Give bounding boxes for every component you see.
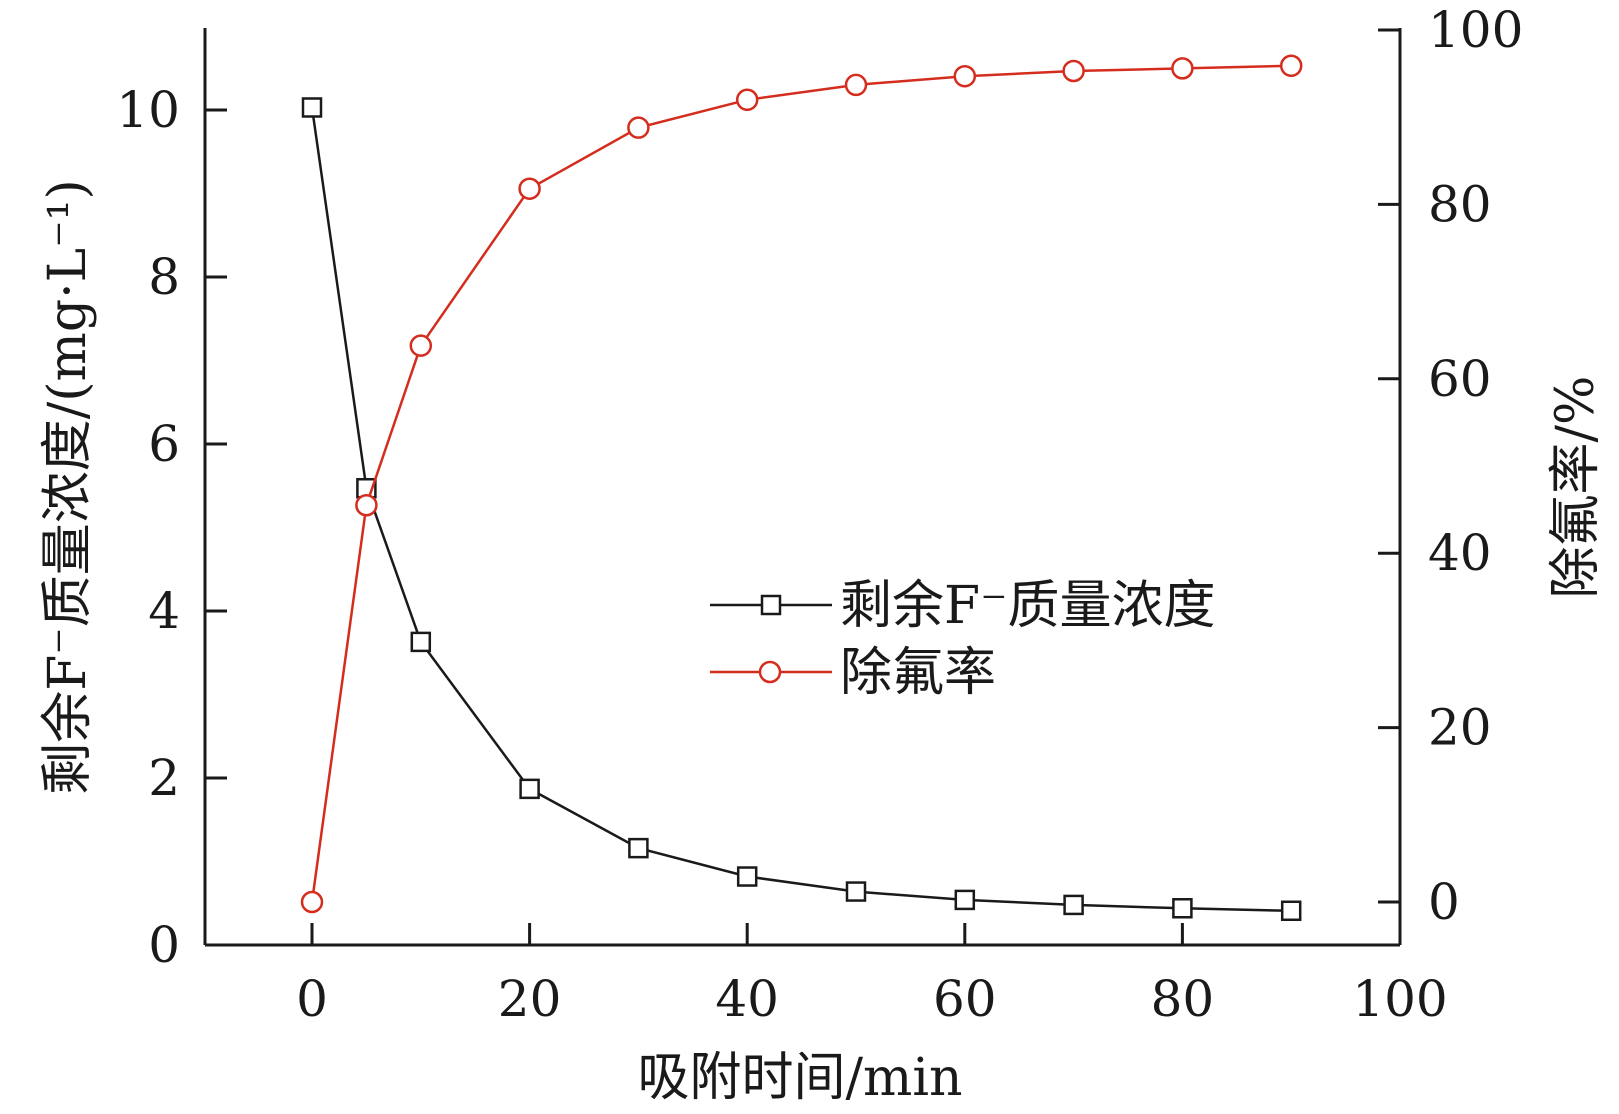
left-y-tick-label: 6: [148, 415, 180, 473]
data-point-circle: [953, 64, 977, 88]
plot-frame: [203, 28, 1402, 947]
data-point-circle: [518, 177, 541, 200]
data-point-circle: [409, 334, 433, 357]
legend-item-removal-rate: 除氟率: [710, 643, 996, 703]
data-point-square: [301, 97, 323, 118]
data-point-square: [628, 837, 649, 859]
x-tick-label: 100: [1352, 970, 1447, 1028]
data-point-square: [1280, 900, 1302, 922]
series-layer: [300, 54, 1303, 922]
data-point-square: [1172, 898, 1193, 919]
data-point-circle: [355, 493, 378, 517]
data-point-square: [845, 881, 867, 902]
right-y-tick-label: 80: [1428, 175, 1492, 233]
legend-circle-marker: [758, 660, 782, 684]
data-point-circle: [1171, 57, 1194, 80]
data-point-circle: [844, 73, 868, 97]
x-tick-label: 80: [1151, 970, 1215, 1028]
right-y-tick-label: 60: [1428, 350, 1492, 408]
left-y-tick-label: 10: [116, 81, 180, 139]
legend-label-concentration: 剩余F⁻质量浓度: [840, 576, 1216, 636]
legend-item-concentration: 剩余F⁻质量浓度: [710, 576, 1216, 636]
data-point-circle: [735, 88, 759, 112]
series-0: [301, 97, 1302, 922]
left-y-tick-label: 4: [148, 582, 180, 640]
legend-label-removal-rate: 除氟率: [840, 643, 996, 703]
right-y-tick-label: 40: [1428, 524, 1492, 582]
data-point-circle: [300, 890, 324, 914]
x-axis-title: 吸附时间/min: [638, 1048, 963, 1108]
series-1: [300, 54, 1303, 914]
right-y-tick-label: 100: [1428, 1, 1523, 59]
left-y-axis-title: 剩余F⁻质量浓度/(mg·L⁻¹): [38, 179, 98, 795]
data-point-square: [954, 889, 976, 911]
series-line: [310, 64, 1292, 903]
right-y-tick-label: 0: [1428, 873, 1460, 931]
left-y-tick-label: 8: [148, 248, 180, 306]
x-axis-ticks: 0 20 40 60 80 100: [296, 923, 1448, 1028]
data-point-square: [519, 778, 540, 800]
x-tick-label: 20: [498, 970, 562, 1028]
x-tick-label: 40: [715, 970, 779, 1028]
data-point-square: [410, 631, 432, 653]
data-point-square: [736, 866, 758, 887]
series-line: [310, 107, 1292, 913]
x-tick-label: 0: [296, 970, 328, 1028]
right-y-tick-label: 20: [1428, 699, 1492, 757]
x-tick-label: 60: [933, 970, 997, 1028]
right-y-axis-title: 除氟率/%: [1546, 376, 1606, 599]
data-point-circle: [1062, 59, 1085, 83]
data-point-circle: [627, 116, 650, 139]
right-y-axis-ticks: 0 20 40 60 80 100: [1378, 1, 1523, 931]
left-y-tick-label: 0: [148, 916, 180, 974]
data-point-circle: [1279, 54, 1303, 78]
left-y-tick-label: 2: [148, 749, 180, 807]
left-y-axis-ticks: 0 2 4 6 8 10: [116, 81, 227, 974]
data-point-square: [1063, 894, 1084, 916]
legend: 剩余F⁻质量浓度 除氟率: [710, 576, 1216, 703]
legend-square-marker: [760, 594, 782, 616]
